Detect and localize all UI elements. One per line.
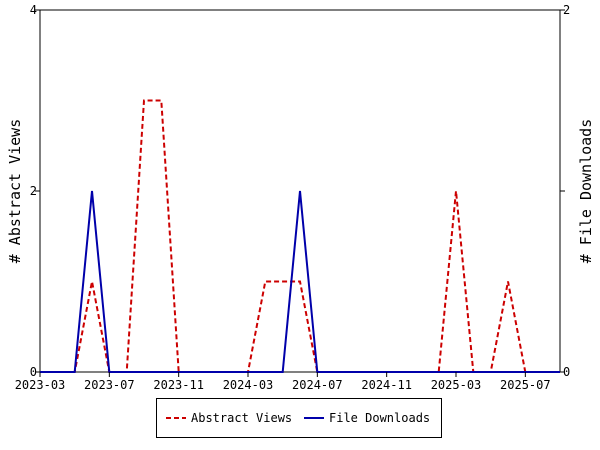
y-left-tick-label: 2 bbox=[30, 184, 37, 198]
series-line-abstract-views bbox=[40, 99, 560, 373]
x-tick-label: 2025-03 bbox=[431, 378, 482, 392]
y-axis-left-label: # Abstract Views bbox=[6, 119, 24, 264]
x-tick-label: 2024-03 bbox=[223, 378, 274, 392]
legend-box bbox=[156, 398, 442, 438]
y-left-tick-label: 4 bbox=[30, 3, 37, 17]
series-line-file-downloads bbox=[40, 190, 560, 373]
y-axis-right-label: # File Downloads bbox=[577, 119, 595, 264]
x-tick-label: 2023-07 bbox=[84, 378, 135, 392]
x-tick-label: 2024-11 bbox=[361, 378, 412, 392]
y-right-tick-label: 0 bbox=[563, 365, 570, 379]
y-left-tick-label: 0 bbox=[30, 365, 37, 379]
legend: Abstract Views File Downloads bbox=[156, 398, 442, 438]
y-right-tick-label: 2 bbox=[563, 3, 570, 17]
x-tick-label: 2023-11 bbox=[153, 378, 204, 392]
x-tick-label: 2025-07 bbox=[500, 378, 551, 392]
x-tick-label: 2024-07 bbox=[292, 378, 343, 392]
axis-layer: 2023-03 2023-07 2023-11 2024-03 2024-07 2024-… bbox=[15, 3, 571, 392]
legend-label-abstract-views: Abstract Views bbox=[191, 411, 292, 425]
legend-label-file-downloads: File Downloads bbox=[329, 411, 430, 425]
x-tick-label: 2023-03 bbox=[15, 378, 66, 392]
series-layer bbox=[40, 99, 560, 373]
